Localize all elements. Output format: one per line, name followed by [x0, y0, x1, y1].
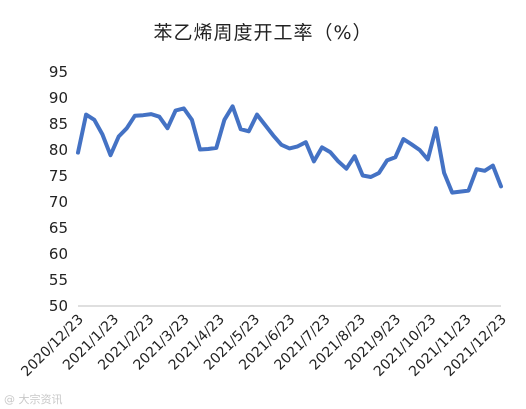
y-tick-label: 60	[49, 245, 68, 263]
y-tick-label: 50	[49, 297, 68, 315]
y-tick-label: 55	[49, 271, 68, 289]
y-tick-label: 90	[49, 89, 68, 107]
y-tick-label: 65	[49, 219, 68, 237]
series-line	[76, 104, 503, 195]
series-group	[76, 104, 503, 195]
y-tick-label: 75	[49, 167, 68, 185]
x-axis-ticks: 2020/12/232021/1/232021/2/232021/3/23202…	[18, 312, 509, 380]
y-axis-ticks: 50 55 60 65 70 75 80 85 90 95	[49, 63, 68, 315]
y-tick-label: 70	[49, 193, 68, 211]
y-tick-label: 80	[49, 141, 68, 159]
y-tick-label: 85	[49, 115, 68, 133]
watermark-text: @ 大宗资讯	[4, 393, 63, 406]
chart-title: 苯乙烯周度开工率（%）	[153, 22, 373, 44]
y-tick-label: 95	[49, 63, 68, 81]
